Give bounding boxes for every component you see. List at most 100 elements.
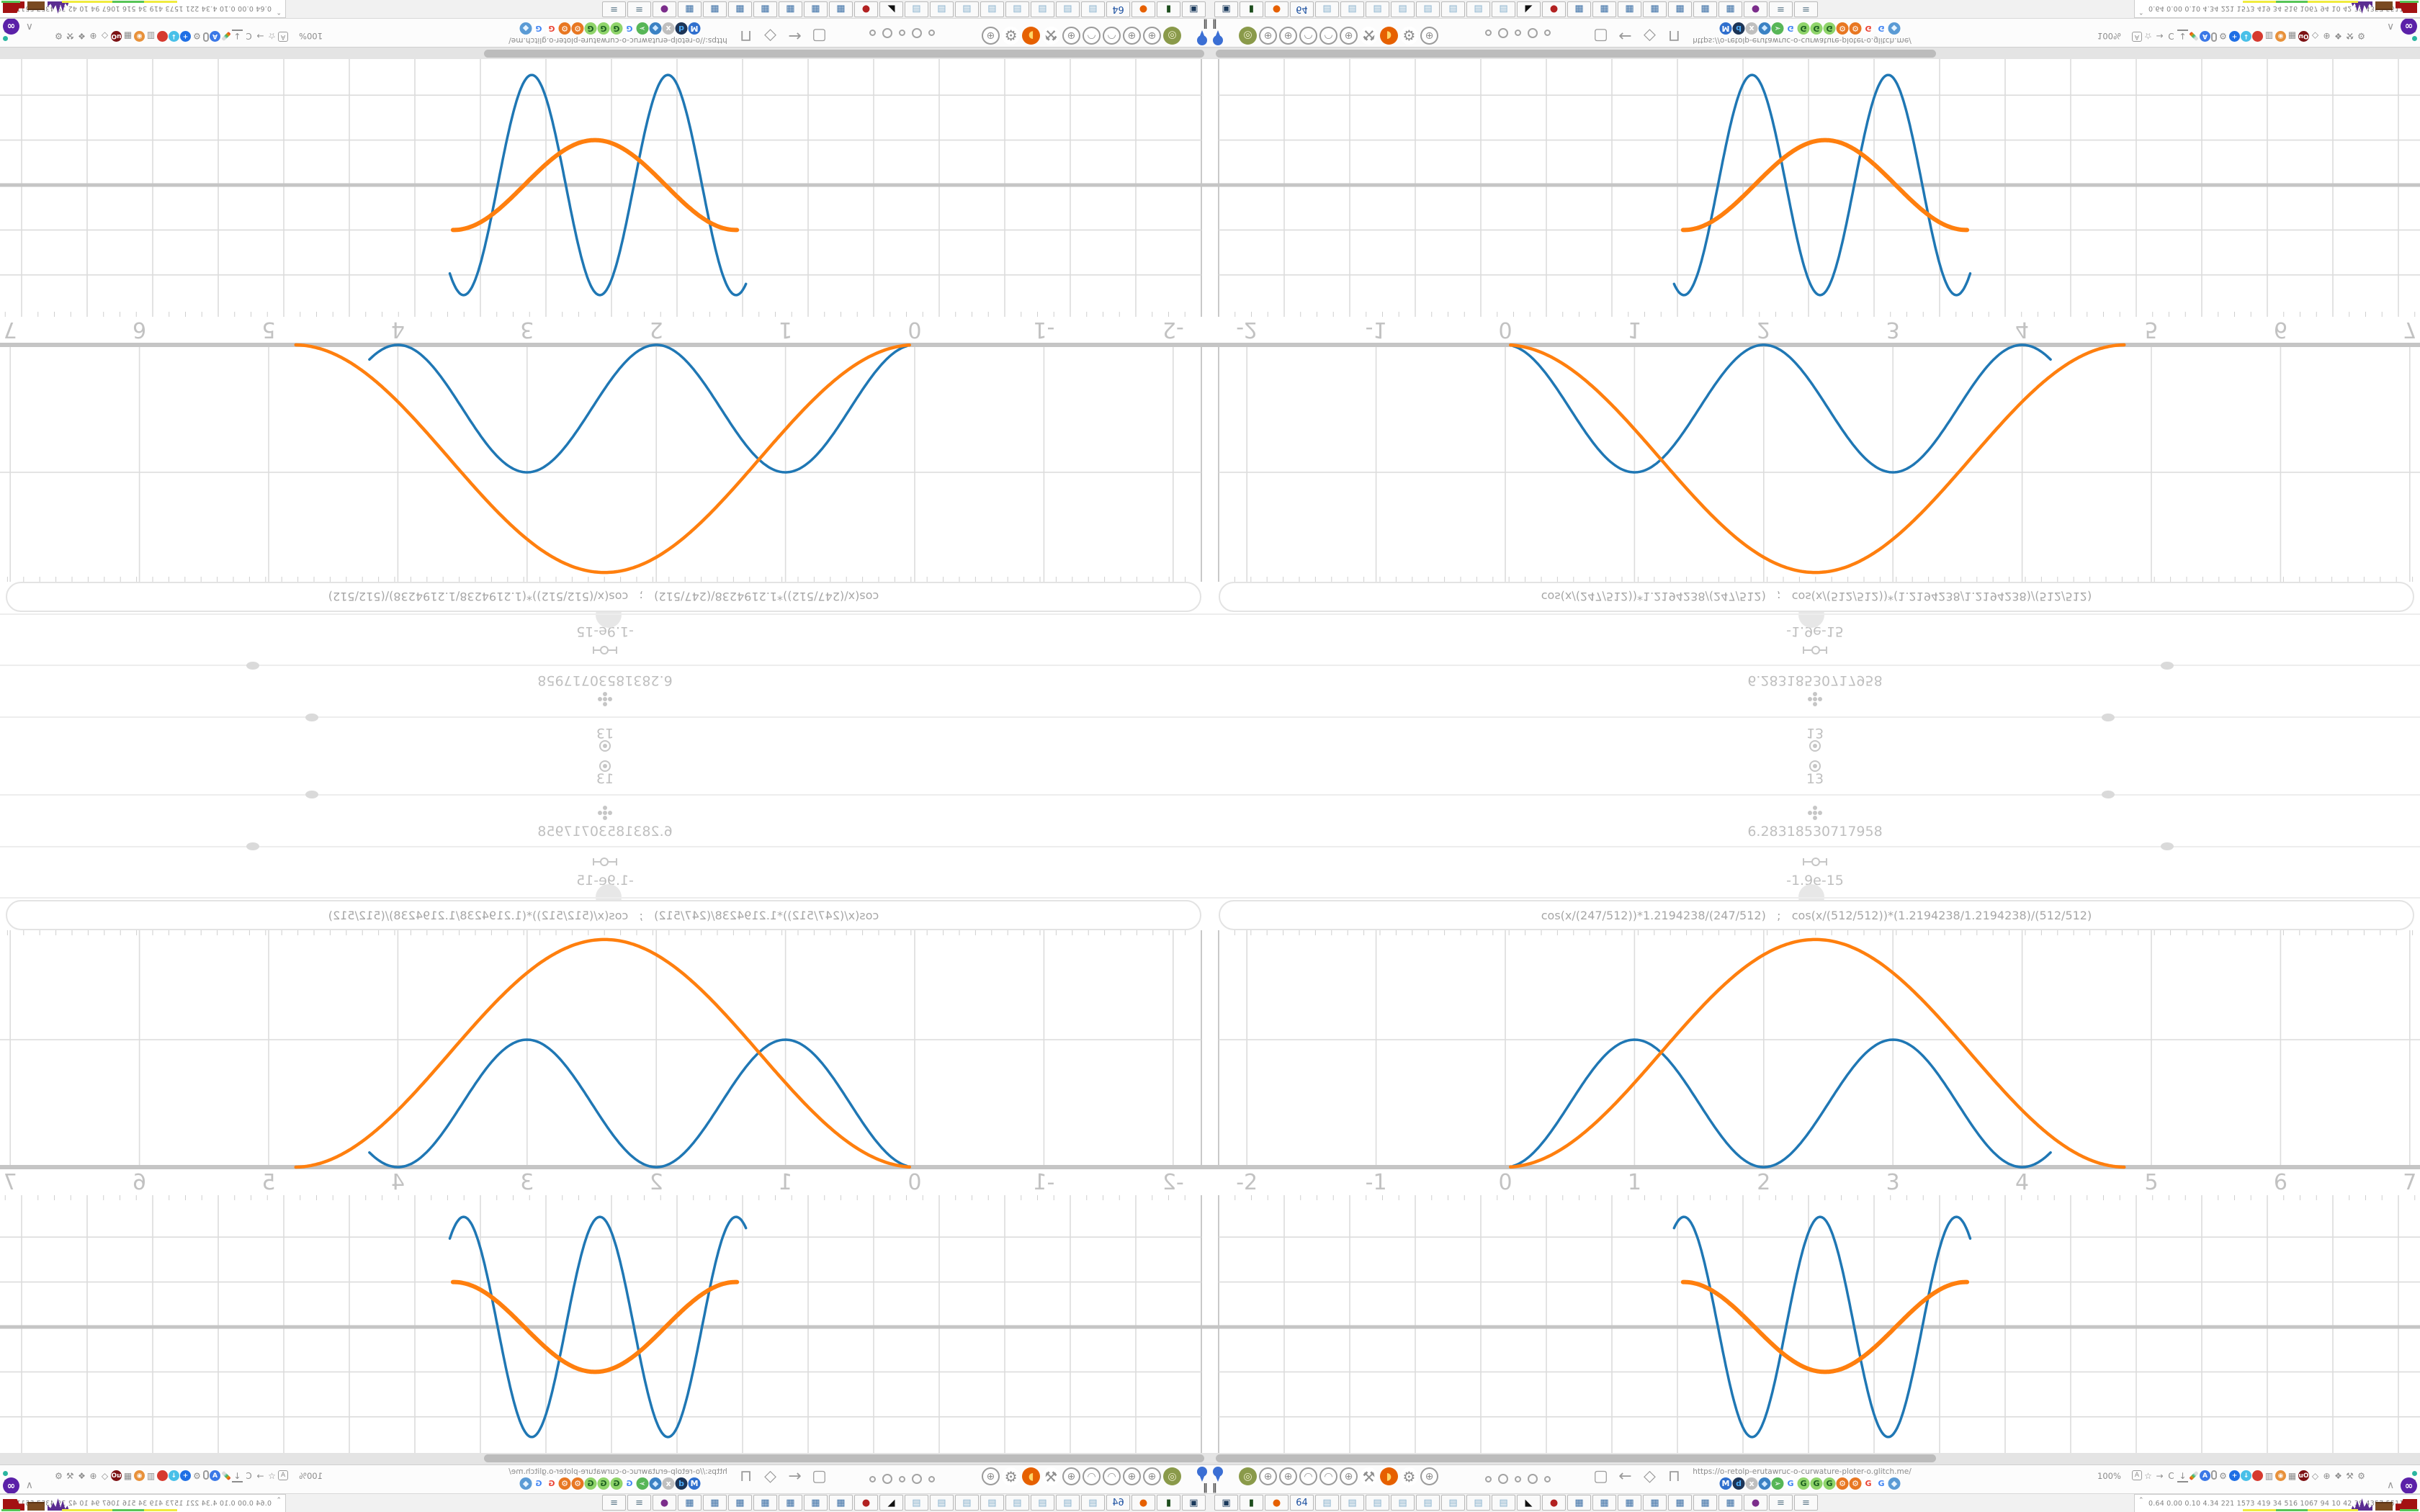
water-drop-favicon[interactable]: d <box>1732 22 1745 35</box>
task-calculator[interactable]: ▦ <box>728 1495 752 1511</box>
profile-circle-icon[interactable]: ◎ <box>1239 27 1257 45</box>
task-terminal[interactable]: ▮ <box>1157 1495 1180 1511</box>
indicator-dot-icon[interactable] <box>1528 1474 1538 1484</box>
google-green-favicon[interactable]: G <box>610 22 623 35</box>
scrollbar-thumb[interactable] <box>484 50 1204 58</box>
scrollbar-thumb[interactable] <box>484 1454 1204 1462</box>
infinity-logo-icon[interactable]: ∞ <box>2401 18 2417 35</box>
task-firefox[interactable]: ● <box>1131 1 1155 17</box>
compass-favicon[interactable]: ➢ <box>636 22 649 35</box>
infinity-logo-icon[interactable]: ∞ <box>3 18 19 35</box>
task-notepad[interactable]: ▤ <box>1340 1 1364 17</box>
formula-bar[interactable]: cos(x/(247/512))*1.2194238/(247/512) ; c… <box>1219 900 2414 930</box>
task-purple-app[interactable]: ● <box>653 1 676 17</box>
task-scroll-app[interactable]: ≡ <box>602 1495 626 1511</box>
page-scrollbar[interactable] <box>0 47 1210 59</box>
gauge-icon[interactable]: ◠ <box>1319 1467 1337 1485</box>
task-calculator[interactable]: ▦ <box>1592 1495 1616 1511</box>
task-calculator[interactable]: ▦ <box>753 1 777 17</box>
globe-icon[interactable]: ⊕ <box>1259 1467 1277 1485</box>
task-calculator[interactable]: ▦ <box>678 1495 702 1511</box>
indicator-dot-icon[interactable] <box>882 1474 892 1484</box>
expression-value[interactable]: 6.28318530717958 <box>1747 824 1883 840</box>
url-text[interactable]: https://o-retolp-erutawruc-o-curwature-p… <box>1693 1467 1912 1476</box>
compass-favicon[interactable]: ➢ <box>1771 1477 1784 1490</box>
reader-a-icon[interactable]: A <box>2132 32 2142 42</box>
globe-icon[interactable]: ⊕ <box>1143 27 1161 45</box>
chevron-up-icon[interactable]: ∧ <box>2387 21 2395 32</box>
google-favicon[interactable]: G <box>545 1477 558 1490</box>
collapse-chevron-icon[interactable]: ⌃ <box>2138 8 2144 15</box>
task-calculator[interactable]: ▦ <box>779 1495 802 1511</box>
task-calculator[interactable]: ▦ <box>1718 1495 1742 1511</box>
task-scroll-app[interactable]: ≡ <box>627 1 651 17</box>
puzzle-icon[interactable]: ❖ <box>78 31 86 42</box>
muted-speaker-favicon[interactable]: x <box>662 22 675 35</box>
adblock-icon[interactable] <box>2252 1470 2263 1481</box>
indicator-dot-icon[interactable] <box>1515 30 1521 37</box>
task-firefox[interactable]: ● <box>1265 1495 1289 1511</box>
task-dark-app[interactable]: ◣ <box>879 1 903 17</box>
google-green-favicon[interactable]: G <box>1810 1477 1823 1490</box>
ublock-icon[interactable]: uO <box>111 1470 122 1481</box>
plot-lower[interactable] <box>1210 1195 2420 1453</box>
reload-icon[interactable]: C <box>246 31 252 42</box>
expression-value[interactable]: -1.9e-15 <box>1786 873 1844 888</box>
expression-value[interactable]: 13 <box>596 771 614 787</box>
task-calculator[interactable]: ▦ <box>703 1495 727 1511</box>
map-pin-icon[interactable] <box>1212 1467 1224 1482</box>
expression-value[interactable]: 13 <box>1806 771 1824 787</box>
lock-icon[interactable]: ⊓ <box>1667 1467 1681 1485</box>
formula-bar[interactable]: cos(x/(247/512))*1.2194238/(247/512) ; c… <box>6 900 1201 930</box>
task-floppy-64[interactable]: 64 <box>1290 1 1314 17</box>
task-display[interactable]: ▣ <box>1182 1495 1206 1511</box>
plus-icon[interactable]: + <box>180 31 191 42</box>
download-shield-icon[interactable]: ↓ <box>2241 31 2251 42</box>
formula-bar[interactable]: cos(x/(247/512))*1.2194238/(247/512) ; c… <box>1219 582 2414 612</box>
gear-orange-favicon[interactable]: ⚙ <box>571 22 584 35</box>
wrench-icon[interactable]: ⚒ <box>1360 27 1378 45</box>
google-favicon[interactable]: G <box>1784 1477 1797 1490</box>
water-drop-favicon[interactable]: d <box>675 22 688 35</box>
task-calculator[interactable]: ▦ <box>1592 1 1616 17</box>
compass-favicon[interactable]: ➢ <box>636 1477 649 1490</box>
mail-favicon[interactable]: M <box>688 1477 701 1490</box>
globe-color-icon[interactable]: ◉ <box>134 1470 145 1481</box>
globe-icon[interactable]: ⊕ <box>1279 1467 1297 1485</box>
plus-icon[interactable]: + <box>2229 1470 2240 1481</box>
task-notepad[interactable]: ▤ <box>980 1 1004 17</box>
task-scroll-app[interactable]: ≡ <box>627 1495 651 1511</box>
indicator-dot-icon[interactable] <box>1485 1475 1492 1482</box>
scrollbar-thumb[interactable] <box>1216 50 1936 58</box>
wrench-icon[interactable]: ⚒ <box>1360 1467 1378 1485</box>
task-floppy-64[interactable]: 64 <box>1290 1495 1314 1511</box>
collapse-chevron-icon[interactable]: ⌃ <box>2138 1497 2144 1504</box>
task-notepad[interactable]: ▤ <box>1391 1 1415 17</box>
shield-gray-icon[interactable]: ◇ <box>101 31 109 42</box>
task-calculator[interactable]: ▦ <box>1567 1495 1591 1511</box>
google-green-favicon[interactable]: G <box>584 1477 597 1490</box>
indicator-dot-icon[interactable] <box>1498 28 1508 38</box>
mail-favicon[interactable]: M <box>1719 1477 1732 1490</box>
mail-favicon[interactable]: M <box>1719 22 1732 35</box>
task-calculator[interactable]: ▦ <box>1718 1 1742 17</box>
task-red-app[interactable]: ● <box>854 1 878 17</box>
plot-upper[interactable]: -2 -1 0 1 2 3 4 5 6 7 <box>0 317 1210 582</box>
download-icon[interactable]: ↓ <box>232 1470 243 1482</box>
google-favicon[interactable]: G <box>532 1477 545 1490</box>
gauge-icon[interactable]: ◠ <box>1103 27 1121 45</box>
zoom-level[interactable]: 100% <box>2097 31 2121 41</box>
cube-favicon[interactable]: ◆ <box>519 22 532 35</box>
ublock-icon[interactable]: uO <box>2298 1470 2309 1481</box>
globe-gray-icon[interactable]: ⊕ <box>89 31 97 42</box>
reload-icon[interactable]: C <box>2168 31 2174 42</box>
back-arrow-icon[interactable]: ← <box>1618 1467 1632 1485</box>
plot-lower[interactable] <box>1210 59 2420 317</box>
gear-icon[interactable]: ⚙ <box>1400 1467 1418 1485</box>
expression-value[interactable]: 6.28318530717958 <box>537 824 673 840</box>
marker-icon[interactable] <box>221 31 231 42</box>
gauge-icon[interactable]: ◠ <box>1103 1467 1121 1485</box>
task-purple-app[interactable]: ● <box>1744 1495 1767 1511</box>
google-green-favicon[interactable]: G <box>1810 22 1823 35</box>
task-red-app[interactable]: ● <box>854 1495 878 1511</box>
